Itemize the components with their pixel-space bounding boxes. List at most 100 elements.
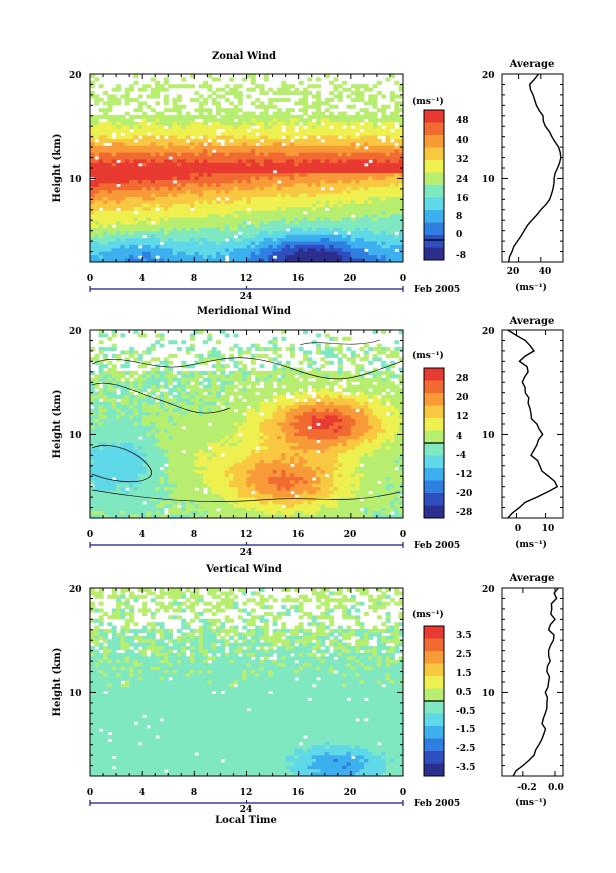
heatmap-cell [311, 248, 317, 253]
heatmap-cell [281, 220, 287, 225]
heatmap-cell [107, 377, 113, 382]
heatmap-cell [98, 145, 104, 150]
heatmap-cell [133, 412, 139, 417]
heatmap-cell [107, 121, 113, 126]
heatmap-cell [246, 162, 252, 167]
heatmap-cell [211, 142, 217, 147]
heatmap-cell [281, 408, 287, 413]
heatmap-cell [185, 135, 191, 140]
heatmap-cell [124, 214, 130, 219]
heatmap-cell [176, 108, 182, 113]
heatmap-cell [142, 350, 148, 355]
heatmap-cell [242, 251, 248, 256]
heatmap-cell [189, 197, 195, 202]
heatmap-cell [203, 118, 208, 123]
heatmap-cell [176, 398, 182, 403]
heatmap-cell [120, 388, 126, 393]
heatmap-cell [316, 145, 322, 150]
heatmap-cell [337, 145, 343, 150]
heatmap-cell [203, 162, 208, 167]
heatmap-cell [398, 425, 403, 430]
heatmap-cell [189, 186, 195, 191]
heatmap-cell [337, 394, 343, 399]
heatmap-cell [316, 190, 322, 195]
heatmap-cell [385, 197, 391, 202]
heatmap-cell [133, 388, 139, 393]
heatmap-cell [289, 159, 295, 164]
heatmap-cell [159, 159, 165, 164]
heatmap-cell [137, 227, 143, 232]
heatmap-cell [324, 115, 330, 120]
heatmap-cell [233, 115, 239, 120]
heatmap-cell [355, 388, 361, 393]
heatmap-cell [285, 125, 291, 130]
heatmap-cell [146, 398, 152, 403]
heatmap-cell [220, 258, 226, 262]
heatmap-cell [355, 401, 361, 406]
heatmap-cell [255, 159, 261, 164]
heatmap-cell [307, 227, 313, 232]
heatmap-cell [124, 255, 130, 260]
heatmap-cell [220, 176, 226, 181]
heatmap-cell [333, 408, 339, 413]
heatmap-cell [281, 207, 287, 212]
heatmap-cell [350, 391, 356, 396]
heatmap-cell [150, 381, 156, 386]
heatmap-cell [281, 193, 287, 198]
heatmap-cell [303, 121, 308, 126]
heatmap-cell [146, 374, 152, 379]
heatmap-cell [289, 149, 295, 154]
heatmap-cell [146, 166, 152, 171]
heatmap-cell [129, 125, 135, 130]
heatmap-cell [342, 429, 348, 434]
heatmap-cell [229, 244, 235, 249]
heatmap-cell [163, 367, 169, 372]
heatmap-cell [311, 190, 317, 195]
heatmap-cell [168, 84, 174, 89]
heatmap-cell [107, 214, 113, 219]
heatmap-cell [294, 179, 300, 184]
heatmap-cell [329, 418, 335, 423]
heatmap-cell [220, 330, 226, 335]
heatmap-cell [111, 234, 117, 239]
heatmap-cell [146, 429, 152, 434]
heatmap-cell [389, 248, 395, 253]
heatmap-cell [150, 258, 156, 262]
heatmap-cell [216, 367, 222, 372]
heatmap-cell [111, 156, 117, 161]
heatmap-cell [342, 207, 348, 212]
heatmap-cell [346, 132, 352, 137]
heatmap-cell [163, 166, 169, 171]
heatmap-cell [142, 142, 148, 147]
heatmap-cell [103, 415, 108, 420]
heatmap-cell [220, 374, 226, 379]
heatmap-cell [294, 371, 300, 376]
heatmap-cell [324, 190, 330, 195]
heatmap-cell [185, 422, 191, 427]
heatmap-cell [163, 142, 169, 147]
heatmap-cell [129, 166, 135, 171]
heatmap-cell [120, 391, 126, 396]
heatmap-cell [333, 227, 339, 232]
heatmap-cell [133, 418, 139, 423]
heatmap-cell [163, 186, 169, 191]
heatmap-cell [316, 162, 322, 167]
heatmap-cell [311, 104, 317, 109]
heatmap-cell [250, 186, 256, 191]
heatmap-cell [250, 173, 256, 178]
heatmap-cell [220, 210, 226, 215]
heatmap-cell [272, 394, 278, 399]
heatmap-cell [185, 425, 191, 430]
heatmap-cell [159, 425, 165, 430]
heatmap-cell [137, 132, 143, 137]
heatmap-cell [316, 367, 322, 372]
heatmap-cell [259, 203, 265, 208]
heatmap-cell [329, 118, 335, 123]
heatmap-cell [342, 371, 348, 376]
heatmap-cell [298, 371, 304, 376]
heatmap-cell [107, 429, 113, 434]
heatmap-cell [168, 405, 174, 410]
heatmap-cell [281, 203, 287, 208]
heatmap-cell [324, 381, 330, 386]
heatmap-cell [255, 353, 261, 358]
